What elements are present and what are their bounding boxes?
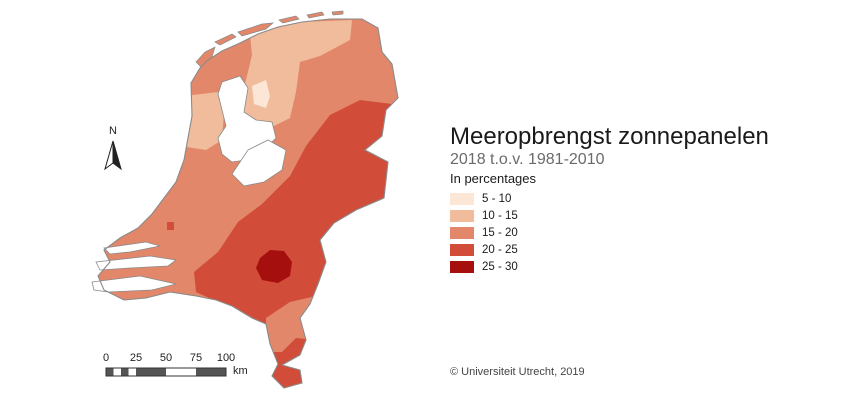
zone-5-10 — [252, 80, 270, 108]
scale-unit: km — [233, 365, 248, 377]
schiermonnikoog-island — [306, 11, 325, 19]
legend-label: 15 - 20 — [482, 226, 518, 239]
legend-label: 20 - 25 — [482, 243, 518, 256]
map-title: Meeropbrengst zonnepanelen — [450, 123, 769, 150]
legend-swatch — [450, 226, 474, 239]
scale-tick-100: 100 — [216, 352, 236, 364]
north-label: N — [109, 125, 117, 137]
scale-bar-segments — [105, 367, 227, 377]
legend-item-10-15: 10 - 15 — [450, 207, 610, 224]
zone-25-30 — [256, 250, 292, 283]
rottumeroog-island — [331, 10, 344, 16]
legend-label: 5 - 10 — [482, 192, 512, 205]
legend-swatch — [450, 243, 474, 256]
zeeland-estuary-2 — [91, 275, 177, 293]
terschelling-island — [237, 22, 275, 37]
legend-label: 25 - 30 — [482, 260, 518, 273]
scale-tick-75: 75 — [189, 352, 203, 364]
scale-bar: 0 25 50 75 100 km — [100, 352, 260, 382]
country-outline — [97, 18, 399, 389]
markermeer — [231, 139, 287, 187]
legend-item-5-10: 5 - 10 — [450, 190, 610, 207]
ameland-island — [278, 15, 300, 24]
legend-item-15-20: 15 - 20 — [450, 224, 610, 241]
legend-swatch — [450, 192, 474, 205]
vlieland-island — [214, 33, 237, 46]
scale-tick-0: 0 — [102, 352, 110, 364]
north-arrow-icon — [104, 140, 122, 171]
legend-unit-label: In percentages — [450, 171, 537, 186]
legend-label: 10 - 15 — [482, 209, 518, 222]
scale-tick-25: 25 — [129, 352, 143, 364]
legend: 5 - 10 10 - 15 15 - 20 20 - 25 25 - 30 — [450, 190, 610, 275]
zeeland-estuary-3 — [103, 241, 161, 255]
scale-tick-50: 50 — [159, 352, 173, 364]
zone-10-15-west — [176, 92, 224, 150]
legend-item-25-30: 25 - 30 — [450, 258, 610, 275]
water-bodies — [91, 75, 287, 293]
legend-swatch — [450, 260, 474, 273]
zone-20-25-spot — [167, 222, 174, 230]
legend-item-20-25: 20 - 25 — [450, 241, 610, 258]
zeeland-estuary-1 — [95, 255, 178, 271]
wadden-islands — [195, 10, 344, 69]
map-subtitle: 2018 t.o.v. 1981-2010 — [450, 151, 605, 168]
legend-swatch — [450, 209, 474, 222]
copyright-credit: © Universiteit Utrecht, 2019 — [450, 366, 585, 378]
north-arrow: N — [100, 125, 126, 173]
